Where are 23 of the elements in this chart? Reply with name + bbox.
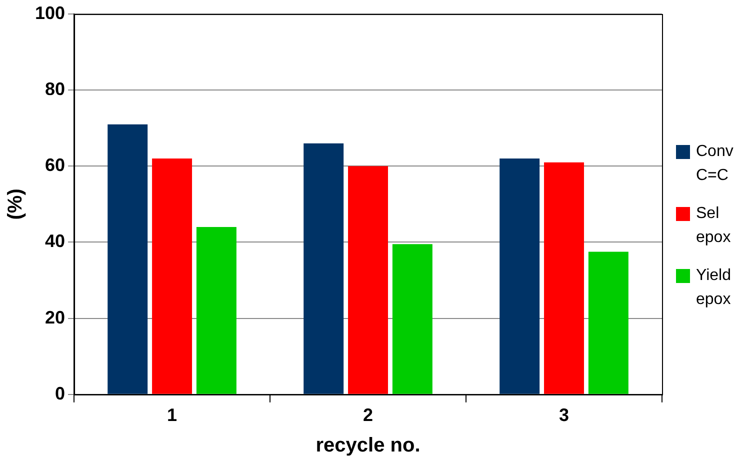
bar: [544, 162, 584, 394]
x-tick-label: 2: [363, 405, 374, 426]
y-tick-label: 40: [45, 231, 66, 252]
bar: [152, 158, 192, 394]
bar: [108, 124, 148, 394]
y-tick-label: 100: [34, 2, 66, 23]
y-tick-label: 60: [45, 155, 66, 176]
legend-label: Yield epox: [696, 266, 732, 310]
bar: [304, 143, 344, 394]
bar: [196, 227, 236, 394]
bar: [588, 252, 628, 394]
bar: [392, 244, 432, 394]
y-tick-label: 0: [55, 383, 66, 404]
y-axis-title: (%): [4, 188, 27, 220]
x-tick-label: 1: [167, 405, 178, 426]
legend-label: Sel epox: [696, 204, 732, 248]
y-tick-label: 80: [45, 79, 66, 100]
x-axis-title: recycle no.: [316, 434, 420, 457]
y-tick-label: 20: [45, 307, 66, 328]
bar: [348, 166, 388, 394]
x-tick-label: 3: [559, 405, 570, 426]
legend-label: Conv C=C: [696, 142, 734, 186]
bar: [500, 158, 540, 394]
